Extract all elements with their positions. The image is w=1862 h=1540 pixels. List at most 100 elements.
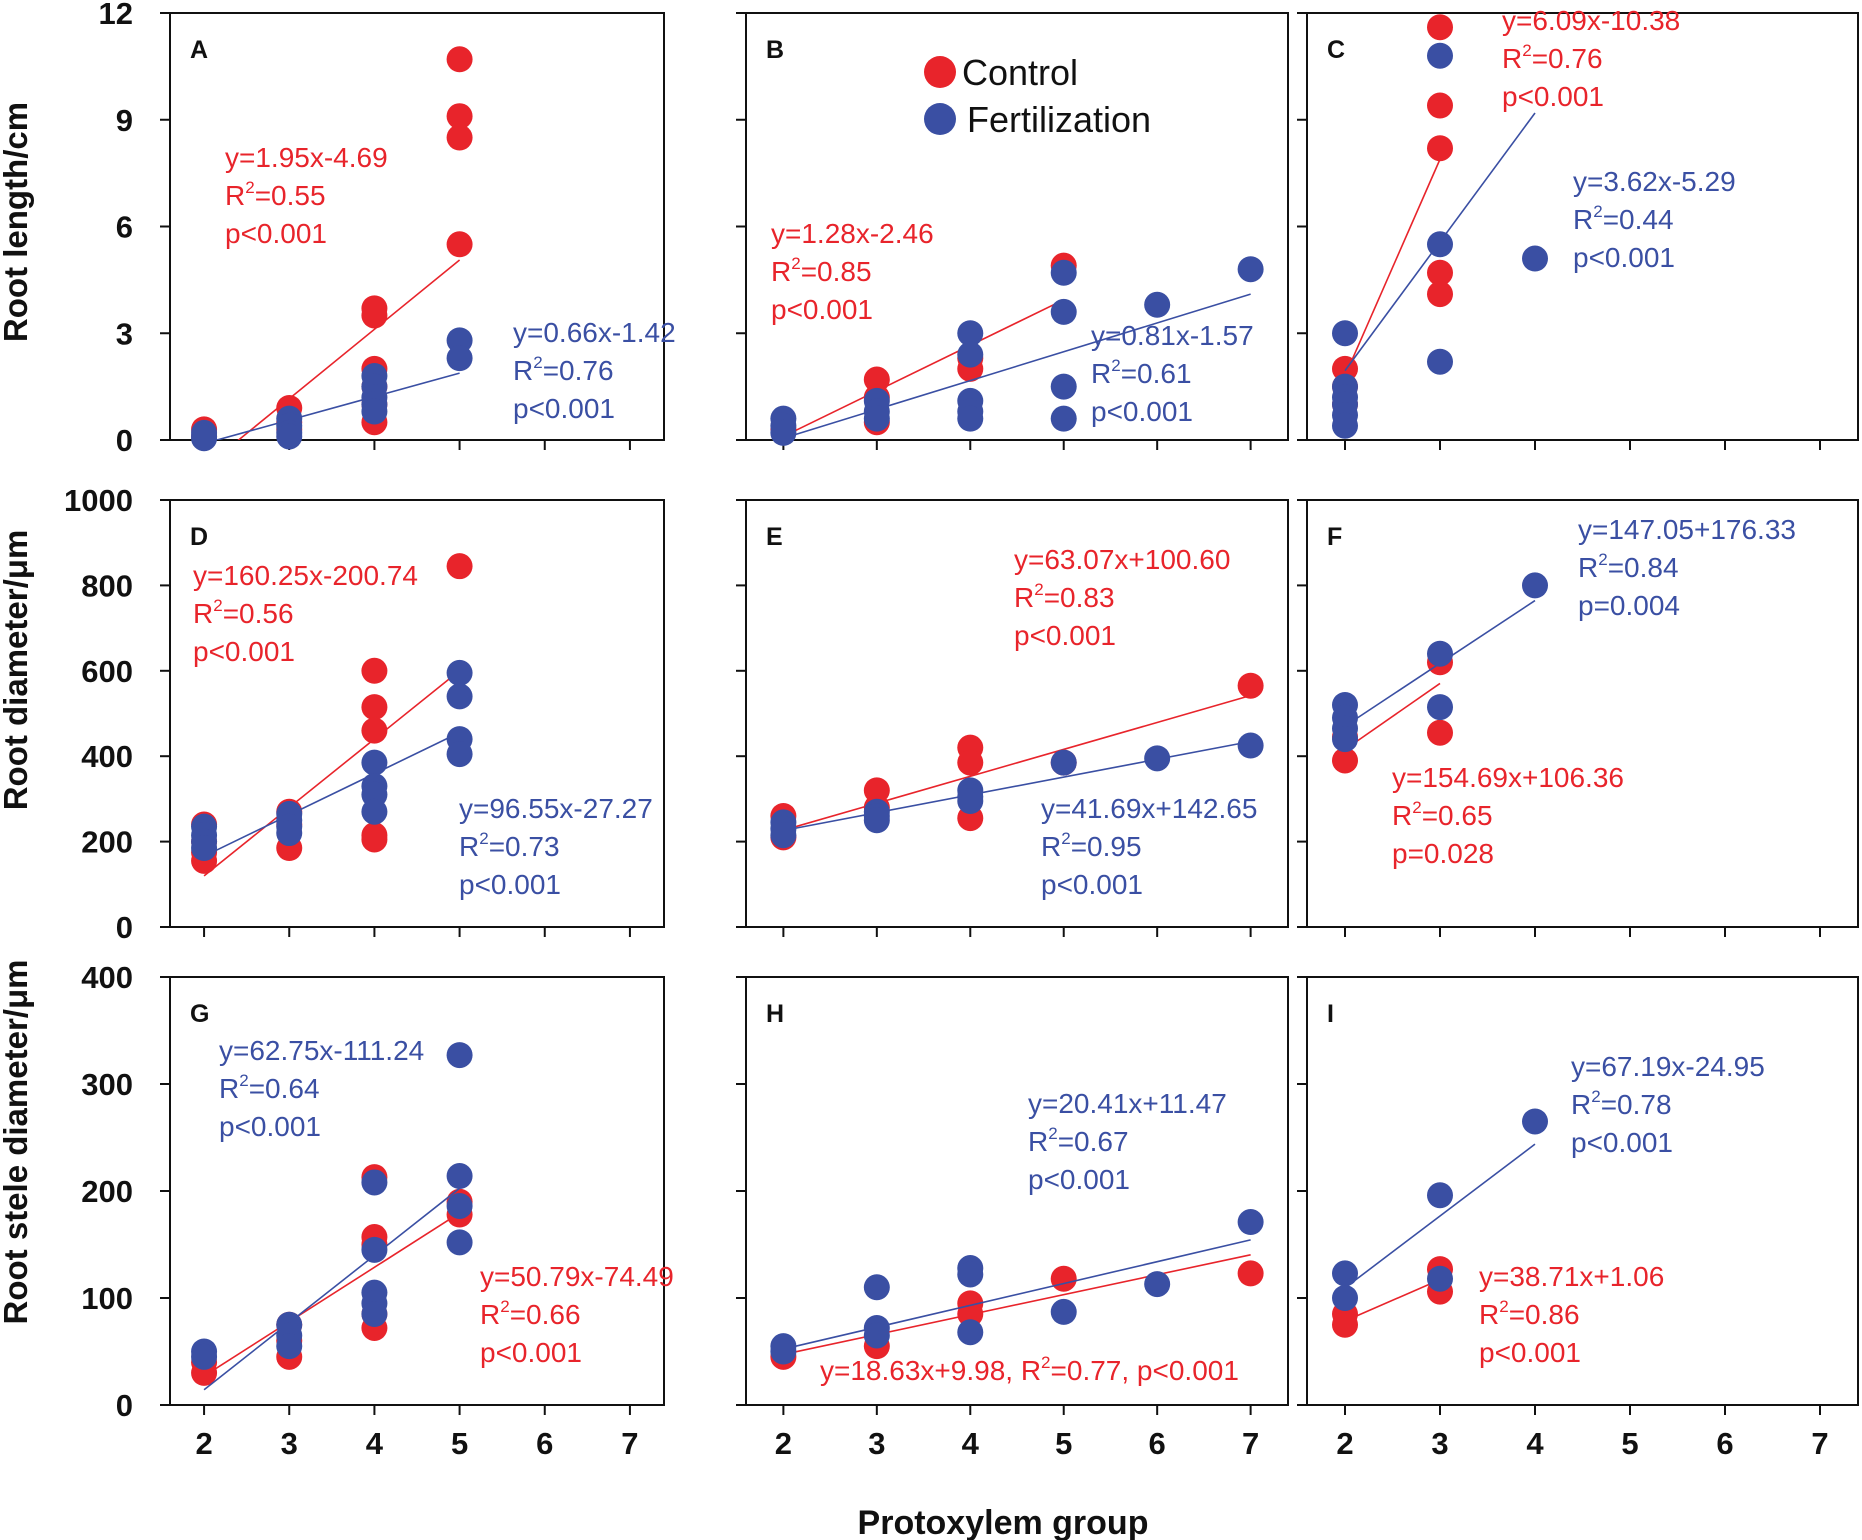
x-tick-label: 6 (1149, 1426, 1166, 1461)
data-point-fertilization (276, 820, 303, 847)
r-squared-control: R2=0.83 (1014, 580, 1115, 613)
regression-line-control (203, 669, 461, 877)
equation-fertilization: y=0.66x-1.42 (513, 317, 676, 348)
data-point-fertilization (1050, 259, 1077, 286)
data-point-fertilization (1427, 1265, 1453, 1292)
panel-c: Cy=6.09x-10.38R2=0.76p<0.001y=3.62x-5.29… (1297, 5, 1859, 450)
data-point-fertilization (446, 1192, 473, 1219)
p-value-control: p=0.028 (1392, 838, 1494, 869)
x-tick-label: 5 (1055, 1426, 1072, 1461)
data-point-fertilization (1237, 256, 1264, 283)
y-tick-label: 300 (81, 1067, 133, 1102)
data-point-fertilization (1427, 694, 1453, 721)
y-tick-label: 1000 (64, 483, 133, 518)
x-tick-label: 6 (1716, 1426, 1733, 1461)
r-squared-fertilization: R2=0.73 (459, 829, 560, 862)
data-point-fertilization (957, 341, 984, 368)
data-point-fertilization (1332, 726, 1358, 753)
series-f-control: y=154.69x+106.36 R2=0.65 p=0.028 (1332, 649, 1624, 869)
panel-g-letter: G (190, 1000, 209, 1028)
panel-i: 2 3 4 5 6 7Iy=38.71x+1.06R2=0.86p<0.001y=67.1… (1297, 976, 1859, 1461)
legend: Control Fertilization (924, 52, 1151, 140)
y-tick-label: 800 (81, 568, 133, 603)
data-point-fertilization (446, 327, 473, 354)
data-point-control (361, 717, 388, 744)
y-tick-label: 200 (81, 825, 133, 860)
series-g-fertilization: y=62.75x-111.24 R2=0.64 p<0.001 (191, 1035, 473, 1391)
equation-control: y=38.71x+1.06 (1479, 1261, 1664, 1292)
y-tick-label: 100 (81, 1281, 133, 1316)
y-tick-label: 200 (81, 1174, 133, 1209)
data-point-fertilization (957, 1319, 984, 1346)
panels-layer: 036912Ay=1.95x-4.69R2=0.55p<0.001y=0.66x… (64, 0, 1859, 1461)
data-point-fertilization (361, 1236, 388, 1263)
p-value-control: p<0.001 (1479, 1337, 1581, 1368)
equation-control: y=6.09x-10.38 (1502, 5, 1680, 36)
p-value-control: p<0.001 (771, 294, 873, 325)
equation-control: y=1.28x-2.46 (771, 218, 934, 249)
data-point-fertilization (957, 788, 984, 815)
panel-b: By=1.28x-2.46 R2=0.85 p<0.001 y=0.81x-1.57 R… (736, 12, 1289, 450)
panel-f-frame (1306, 499, 1859, 928)
data-point-fertilization (1144, 1271, 1171, 1298)
r-squared-control: R2=0.65 (1392, 798, 1493, 831)
panel-c-letter: C (1327, 36, 1345, 64)
equation-control: y=50.79x-74.49 (480, 1261, 674, 1292)
data-point-fertilization (191, 425, 218, 452)
series-g-control: y=50.79x-74.49 R2=0.66 p<0.001 (191, 1164, 674, 1386)
data-point-control (446, 553, 473, 580)
data-point-fertilization (1144, 745, 1171, 772)
p-value-control: p<0.001 (1014, 620, 1116, 651)
panel-d: 0 200 400 600 800 1000 Dy=160.25x-200.74 R2=0.5… (64, 483, 665, 945)
x-tick-label: 7 (1811, 1426, 1828, 1461)
series-h-control: y=18.63x+9.98, R2=0.77, p<0.001 (770, 1254, 1264, 1386)
equation-control: y=63.07x+100.60 (1014, 544, 1230, 575)
p-value-control: p<0.001 (193, 636, 295, 667)
data-point-fertilization (863, 1274, 890, 1301)
data-point-fertilization (191, 1343, 218, 1370)
x-axis-title: Protoxylem group (858, 1504, 1149, 1540)
regression-line-fertilization (203, 1187, 461, 1391)
y-tick-label: 400 (81, 960, 133, 995)
r-squared-fertilization: R2=0.76 (513, 353, 614, 386)
data-point-fertilization (1522, 245, 1548, 272)
p-value-control: p<0.001 (480, 1337, 582, 1368)
panel-d-letter: D (190, 523, 208, 551)
data-point-control (1427, 259, 1453, 286)
r-squared-control: R2=0.76 (1502, 41, 1603, 74)
panel-h: 2 3 4 5 6 7Hy=18.63x+9.98, R2=0.77, p<0.001y=… (736, 976, 1289, 1461)
x-tick-label: 2 (195, 1426, 212, 1461)
data-point-fertilization (446, 683, 473, 710)
p-value-fertilization: p<0.001 (1573, 242, 1675, 273)
legend-control-marker (924, 56, 956, 88)
x-tick-label: 4 (366, 1426, 384, 1461)
data-point-fertilization (1050, 1298, 1077, 1325)
data-point-control (957, 749, 984, 776)
data-point-control (1427, 92, 1453, 119)
panel-f: Fy=154.69x+106.36 R2=0.65 p=0.028 y=147.05+… (1297, 499, 1859, 937)
p-value-fertilization: p<0.001 (1041, 869, 1143, 900)
p-value-fertilization: p<0.001 (1028, 1164, 1130, 1195)
equation-fertilization: y=147.05+176.33 (1578, 514, 1796, 545)
data-point-fertilization (1237, 1209, 1264, 1236)
r-squared-fertilization: R2=0.64 (219, 1071, 320, 1104)
regression-line-fertilization (1344, 1143, 1536, 1289)
equation-control: y=18.63x+9.98, R2=0.77, p<0.001 (820, 1353, 1239, 1386)
data-point-fertilization (1522, 1108, 1548, 1135)
equation-control: y=160.25x-200.74 (193, 560, 418, 591)
y-tick-label: 400 (81, 739, 133, 774)
series-b-control: y=1.28x-2.46 R2=0.85 p<0.001 (770, 218, 1077, 443)
data-point-control (1237, 1260, 1264, 1287)
y-tick-label: 600 (81, 654, 133, 689)
data-point-fertilization (1050, 749, 1077, 776)
p-value-fertilization: p<0.001 (459, 869, 561, 900)
y-tick-label: 6 (116, 210, 133, 245)
r-squared-fertilization: R2=0.95 (1041, 829, 1142, 862)
data-point-fertilization (1332, 412, 1358, 439)
r-squared-fertilization: R2=0.67 (1028, 1124, 1129, 1157)
data-point-fertilization (361, 798, 388, 825)
panel-a: 036912Ay=1.95x-4.69R2=0.55p<0.001y=0.66x… (99, 0, 676, 458)
data-point-fertilization (276, 423, 303, 450)
x-tick-label: 2 (775, 1426, 792, 1461)
data-point-fertilization (1332, 1260, 1358, 1287)
